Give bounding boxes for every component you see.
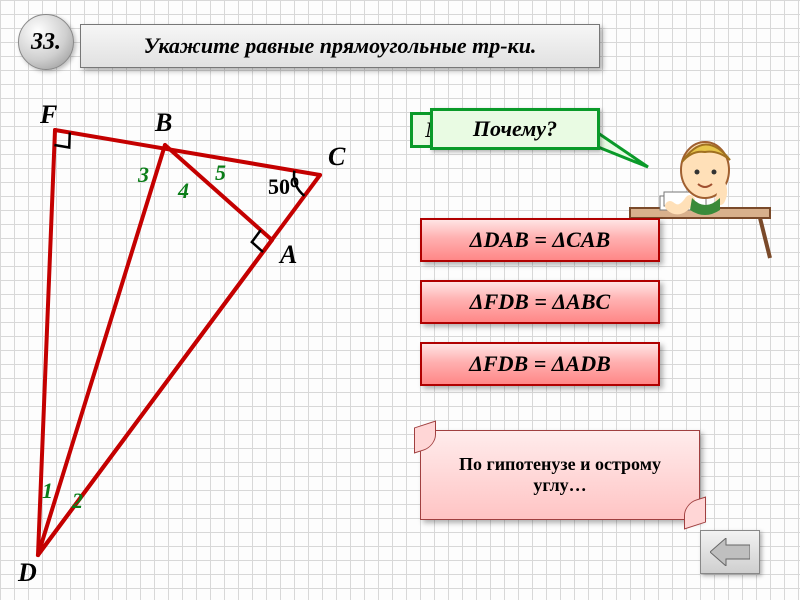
why-bubble: Почему? (430, 108, 600, 150)
hint-scroll: По гипотенузе и острому углу… (420, 430, 700, 520)
answer-option-3[interactable]: ΔFDB = ΔADB (420, 342, 660, 386)
geometry-diagram: FBCAD1234550⁰ (10, 100, 380, 570)
answer-option-1[interactable]: ΔDAB = ΔCAB (420, 218, 660, 262)
title-bar: Укажите равные прямоугольные тр-ки. (80, 24, 600, 68)
answer-text-3: ΔFDB = ΔADB (469, 351, 611, 377)
answer-text-1: ΔDAB = ΔCAB (470, 227, 610, 253)
hint-text: По гипотенузе и острому углу… (439, 454, 681, 496)
vertex-label-A: A (280, 240, 297, 270)
problem-number-badge: 33. (18, 14, 74, 70)
angle-number-1: 1 (42, 478, 53, 504)
angle-value-50: 50⁰ (268, 174, 299, 200)
angle-number-3: 3 (138, 162, 149, 188)
title-text: Укажите равные прямоугольные тр-ки. (144, 33, 537, 59)
problem-number: 33. (31, 29, 61, 56)
answer-text-2: ΔFDB = ΔABC (470, 289, 610, 315)
vertex-label-C: C (328, 142, 345, 172)
why-label: Почему? (473, 116, 557, 142)
vertex-label-F: F (40, 100, 57, 130)
angle-number-2: 2 (72, 488, 83, 514)
vertex-label-D: D (18, 558, 37, 588)
angle-number-4: 4 (178, 178, 189, 204)
vertex-label-B: B (155, 108, 172, 138)
arrow-left-icon (710, 538, 750, 566)
speech-tail (590, 115, 660, 195)
diagram-svg (10, 100, 380, 580)
angle-number-5: 5 (215, 160, 226, 186)
back-button[interactable] (700, 530, 760, 574)
answer-option-2[interactable]: ΔFDB = ΔABC (420, 280, 660, 324)
